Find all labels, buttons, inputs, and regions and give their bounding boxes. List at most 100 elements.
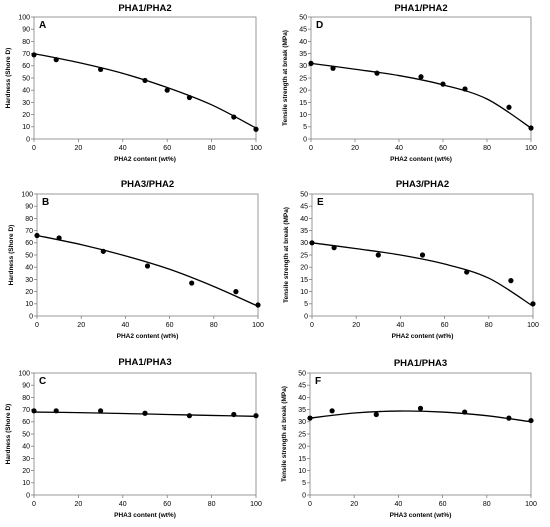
data-point [253, 413, 259, 419]
y-axis-label: Tensile strength at break (MPa) [283, 207, 290, 303]
x-tick-label: 60 [439, 145, 447, 152]
x-tick-label: 40 [395, 501, 403, 508]
y-tick-label: 10 [25, 301, 33, 308]
x-tick-label: 80 [208, 501, 216, 508]
chart-title: PHA1/PHA3 [394, 358, 447, 369]
x-tick-label: 80 [208, 145, 216, 152]
y-tick-label: 40 [300, 216, 308, 223]
chart-panel-d: PHA1/PHA2 D 0 5 10 15 20 25 30 35 40 45 50 0 20 40 60 80 1… [282, 3, 537, 163]
chart-title: PHA1/PHA3 [118, 357, 171, 368]
data-point [98, 408, 104, 414]
y-tick-label: 70 [22, 51, 30, 58]
plot-frame [36, 193, 259, 317]
data-point [100, 248, 106, 254]
y-tick-label: 0 [303, 136, 307, 143]
x-tick-label: 0 [32, 501, 36, 508]
panel-letter: A [39, 20, 46, 31]
y-tick-label: 5 [303, 124, 307, 131]
y-tick-label: 5 [304, 301, 308, 308]
x-tick-label: 0 [35, 322, 39, 329]
plot-frame [33, 372, 257, 496]
panel-letter: F [315, 376, 321, 387]
y-axis-label: Hardness (Shore D) [5, 404, 12, 465]
y-tick-label: 10 [22, 124, 30, 131]
y-tick-label: 80 [22, 395, 30, 402]
x-tick-label: 20 [75, 145, 83, 152]
data-point [186, 413, 192, 419]
x-axis-label: PHA3 content (wt%) [390, 512, 452, 519]
x-tick-label: 0 [308, 501, 312, 508]
y-tick-label: 45 [299, 27, 307, 34]
data-point [98, 66, 104, 73]
chart-panel-c: PHA1/PHA3 C 0 10 20 30 40 50 60 70 80 90 100 0 20 40 60 8… [5, 357, 262, 519]
y-tick-label: 30 [298, 419, 306, 426]
y-tick-label: 60 [22, 419, 30, 426]
y-tick-label: 5 [302, 480, 306, 487]
data-point [440, 81, 446, 87]
data-point [462, 86, 468, 92]
y-tick-label: 10 [298, 468, 306, 475]
panel-letter: B [42, 197, 49, 208]
y-tick-label: 35 [298, 407, 306, 414]
y-tick-label: 0 [302, 492, 306, 499]
x-tick-label: 0 [32, 145, 36, 152]
x-tick-label: 100 [527, 322, 539, 329]
chart-title: PHA3/PHA2 [396, 179, 449, 190]
y-tick-label: 20 [299, 88, 307, 95]
y-tick-label: 0 [304, 313, 308, 320]
data-point [164, 87, 170, 93]
y-tick-label: 20 [25, 289, 33, 296]
x-tick-label: 20 [350, 501, 358, 508]
data-point [142, 410, 148, 416]
y-tick-label: 60 [22, 63, 30, 70]
x-tick-label: 60 [163, 501, 171, 508]
chart-title: PHA3/PHA2 [121, 179, 174, 190]
y-tick-label: 70 [25, 228, 33, 235]
y-tick-label: 0 [29, 313, 33, 320]
y-tick-label: 50 [22, 75, 30, 82]
y-tick-label: 90 [25, 204, 33, 211]
y-tick-label: 50 [22, 431, 30, 438]
plot-frame [309, 372, 532, 496]
data-point [330, 65, 336, 71]
data-point [34, 232, 40, 239]
y-axis-label: Tensile strength at break (MPa) [282, 30, 289, 126]
data-point [528, 125, 534, 131]
data-point [253, 126, 259, 132]
y-tick-label: 35 [300, 228, 308, 235]
chart-panel-e: PHA3/PHA2 E 0 5 10 15 20 25 30 35 40 45 50 0 20 40 60 80 1… [283, 179, 539, 340]
y-tick-label: 15 [300, 277, 308, 284]
y-tick-label: 80 [25, 216, 33, 223]
y-tick-label: 50 [300, 191, 308, 198]
y-tick-label: 45 [298, 383, 306, 390]
data-point [464, 269, 470, 275]
x-tick-label: 20 [352, 322, 360, 329]
y-tick-label: 45 [300, 204, 308, 211]
y-tick-label: 25 [298, 431, 306, 438]
y-tick-label: 20 [298, 444, 306, 451]
chart-panel-f: PHA1/PHA3 F 0 5 10 15 20 25 30 35 40 45 50 0 20 40 60 80 1… [281, 358, 537, 519]
data-point [373, 411, 379, 418]
data-point [528, 417, 534, 424]
data-point [231, 411, 237, 418]
chart-title: PHA1/PHA2 [118, 3, 171, 14]
data-point [53, 57, 59, 63]
chart-title: PHA1/PHA2 [394, 3, 447, 14]
x-tick-label: 20 [351, 145, 359, 152]
y-tick-label: 15 [298, 456, 306, 463]
y-tick-label: 60 [25, 240, 33, 247]
x-tick-label: 100 [250, 501, 262, 508]
y-tick-label: 100 [18, 370, 30, 377]
chart-panel-b: PHA3/PHA2 B 0 10 20 30 40 50 60 70 80 90 100 0 20 40 60 8… [8, 179, 264, 340]
trendline [310, 62, 532, 129]
x-tick-label: 100 [250, 145, 262, 152]
data-point [255, 302, 261, 308]
x-axis-label: PHA2 content (wt%) [392, 333, 454, 340]
data-point [530, 301, 536, 307]
y-tick-label: 0 [26, 492, 30, 499]
data-point [375, 252, 381, 258]
x-tick-label: 20 [75, 501, 83, 508]
data-point [31, 408, 37, 414]
data-point [418, 74, 424, 80]
y-tick-label: 0 [26, 136, 30, 143]
